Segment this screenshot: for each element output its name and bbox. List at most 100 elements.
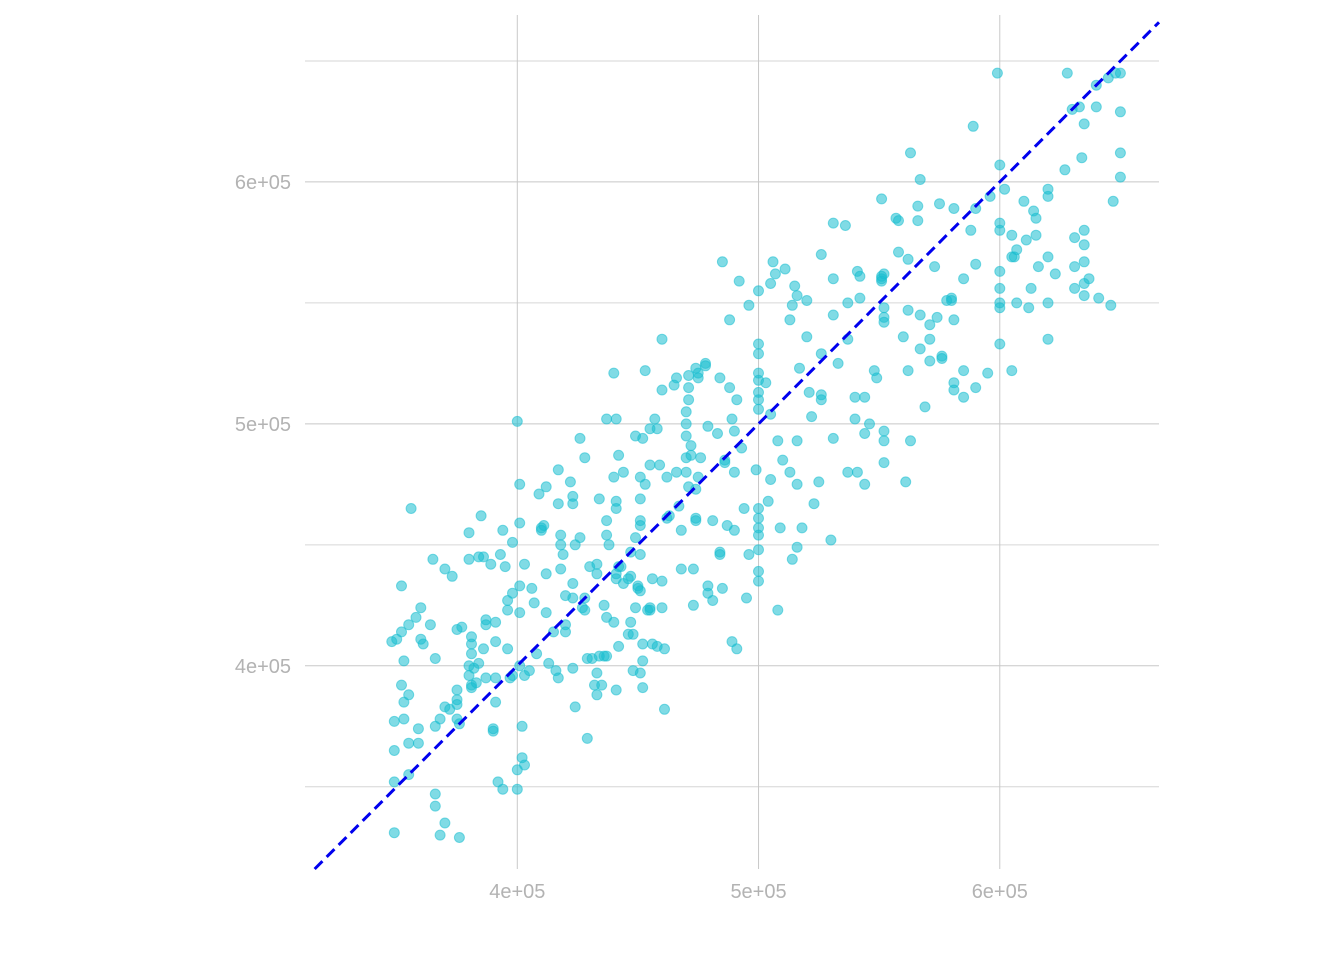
grid bbox=[305, 15, 1159, 869]
data-point bbox=[842, 466, 854, 478]
data-point bbox=[514, 478, 526, 490]
data-point bbox=[608, 367, 620, 379]
data-point bbox=[630, 602, 641, 614]
data-point bbox=[772, 604, 784, 616]
x-tick-label: 5e+05 bbox=[730, 881, 786, 903]
data-point bbox=[552, 464, 564, 476]
data-point bbox=[608, 471, 620, 483]
data-point bbox=[753, 394, 764, 406]
data-point bbox=[610, 413, 622, 425]
data-point bbox=[859, 428, 871, 439]
data-point bbox=[540, 607, 552, 619]
data-point bbox=[388, 745, 400, 756]
data-point bbox=[514, 517, 526, 529]
data-point bbox=[912, 200, 924, 212]
data-point bbox=[994, 265, 1006, 277]
data-point bbox=[827, 273, 839, 285]
data-point bbox=[405, 503, 417, 514]
data-point bbox=[463, 553, 475, 565]
data-point bbox=[791, 290, 803, 302]
data-point bbox=[497, 524, 509, 536]
data-point bbox=[1069, 261, 1081, 273]
data-point bbox=[634, 667, 646, 679]
data-point bbox=[675, 524, 687, 536]
data-point bbox=[692, 471, 704, 483]
data-point bbox=[1006, 229, 1018, 241]
data-point bbox=[591, 558, 603, 570]
data-point bbox=[412, 737, 424, 749]
data-point bbox=[728, 466, 740, 478]
data-point bbox=[690, 512, 702, 524]
data-point bbox=[555, 539, 567, 551]
data-point bbox=[593, 493, 605, 505]
data-point bbox=[714, 549, 726, 560]
data-point bbox=[791, 478, 803, 490]
y-tick-label: 6e+05 bbox=[235, 172, 291, 194]
data-point bbox=[753, 575, 764, 587]
data-point bbox=[687, 563, 699, 575]
data-point bbox=[914, 343, 926, 355]
data-point bbox=[779, 263, 791, 275]
data-point bbox=[914, 309, 926, 321]
data-point bbox=[851, 466, 863, 478]
data-point bbox=[555, 563, 567, 575]
data-point bbox=[475, 510, 487, 522]
data-point bbox=[579, 604, 591, 616]
data-point bbox=[499, 561, 511, 573]
data-point bbox=[716, 256, 728, 268]
data-point bbox=[613, 449, 625, 461]
data-point bbox=[806, 411, 818, 423]
data-point bbox=[555, 529, 567, 541]
data-point bbox=[519, 759, 530, 771]
data-point bbox=[451, 684, 463, 696]
data-point bbox=[533, 488, 545, 500]
data-point bbox=[480, 672, 492, 684]
data-point bbox=[999, 183, 1011, 195]
data-point bbox=[1114, 67, 1126, 79]
data-point bbox=[396, 679, 407, 691]
data-point bbox=[743, 299, 755, 311]
data-point bbox=[803, 386, 815, 398]
data-point bbox=[427, 553, 439, 565]
x-tick-label: 4e+05 bbox=[489, 881, 545, 903]
data-point bbox=[412, 723, 424, 735]
data-point bbox=[815, 394, 827, 406]
data-point bbox=[507, 536, 518, 548]
data-point bbox=[760, 377, 772, 389]
data-point bbox=[598, 599, 610, 611]
data-point bbox=[753, 544, 764, 556]
data-point bbox=[644, 459, 656, 471]
data-point bbox=[1083, 273, 1095, 285]
data-point bbox=[511, 415, 523, 427]
data-point bbox=[601, 529, 613, 541]
data-point bbox=[832, 357, 844, 369]
data-point bbox=[970, 382, 982, 394]
data-point bbox=[388, 827, 400, 839]
data-point bbox=[630, 532, 641, 544]
data-point bbox=[753, 348, 764, 360]
data-point bbox=[1078, 290, 1090, 302]
data-point bbox=[603, 539, 615, 551]
data-point bbox=[914, 174, 926, 185]
data-point bbox=[876, 193, 888, 205]
axis-tick-labels: 4e+05 5e+05 6e+05 4e+05 5e+05 6e+05 bbox=[235, 172, 1028, 903]
data-point bbox=[784, 466, 796, 478]
data-point bbox=[994, 338, 1006, 350]
data-point bbox=[958, 365, 970, 377]
data-point bbox=[924, 319, 936, 331]
data-point bbox=[994, 282, 1006, 294]
data-point bbox=[507, 587, 518, 599]
data-point bbox=[772, 435, 784, 447]
data-point bbox=[878, 316, 890, 328]
data-point bbox=[531, 648, 543, 660]
data-point bbox=[634, 585, 646, 597]
data-point bbox=[700, 357, 711, 369]
data-point bbox=[1114, 147, 1126, 159]
data-point bbox=[388, 776, 400, 788]
data-point bbox=[1025, 282, 1037, 294]
data-point bbox=[528, 597, 540, 609]
data-point bbox=[403, 689, 415, 701]
data-point bbox=[733, 275, 745, 287]
data-point bbox=[753, 285, 764, 297]
